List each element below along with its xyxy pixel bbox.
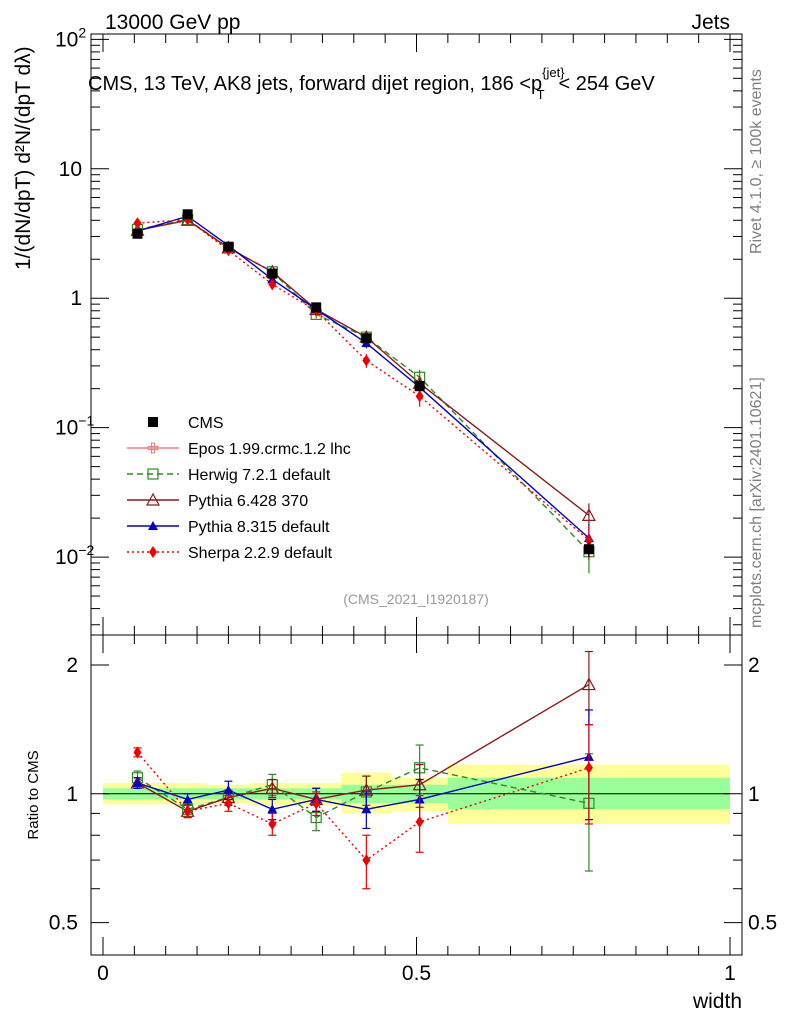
legend-label: Pythia 6.428 370 xyxy=(188,493,308,510)
y-tick-label: 1 xyxy=(66,783,78,806)
reference-point xyxy=(361,333,372,344)
data-point xyxy=(415,390,424,403)
legend-marker xyxy=(149,546,157,558)
y-tick-label: 2 xyxy=(66,654,78,677)
ratio-point xyxy=(182,794,193,804)
y-tick-label: 10−1 xyxy=(55,413,95,440)
ratio-point xyxy=(415,815,424,828)
ratio-series-line xyxy=(137,767,590,819)
ratio-point xyxy=(268,817,277,830)
data-point xyxy=(584,534,593,547)
ratio-point xyxy=(265,781,280,794)
legend-marker xyxy=(148,417,158,427)
plot-title: CMS, 13 TeV, AK8 jets, forward dijet reg… xyxy=(88,65,655,102)
ratio-point xyxy=(267,804,278,814)
legend-marker xyxy=(148,521,158,530)
x-tick-label: 0.5 xyxy=(402,962,431,985)
legend-label: CMS xyxy=(188,415,224,432)
y-tick-label: 0.5 xyxy=(49,912,78,935)
reference-point xyxy=(223,241,234,252)
ratio-y-axis-label: Ratio to CMS xyxy=(25,750,42,839)
ratio-point xyxy=(183,805,192,818)
reference-point xyxy=(414,380,425,391)
mcplots-label: mcplots.cern.ch [arXiv:2401.10621] xyxy=(748,377,765,628)
legend-entry: Pythia 6.428 370 xyxy=(127,492,308,510)
y-tick-label: 1 xyxy=(70,287,82,310)
legend-marker xyxy=(145,492,161,506)
y-tick-label: 0.5 xyxy=(748,912,777,935)
y-tick-label: 2 xyxy=(748,654,760,677)
legend-entry: Epos 1.99.crmc.1.2 lhc xyxy=(127,441,351,458)
legend-label: Herwig 7.2.1 default xyxy=(188,467,331,484)
legend-entry: Pythia 8.315 default xyxy=(127,519,330,536)
reference-point xyxy=(583,544,594,555)
ratio-point xyxy=(362,854,371,867)
reference-point xyxy=(267,268,278,279)
analysis-id: (CMS_2021_I1920187) xyxy=(343,591,489,607)
reference-point xyxy=(132,228,143,239)
main-y-axis: 102 10 1 10−1 10−2 xyxy=(55,24,742,626)
data-point xyxy=(362,354,371,367)
ratio-series-line xyxy=(137,683,590,813)
legend-marker xyxy=(147,442,159,454)
svg-text:1/(dN/dpT) d²N/(dpT dλ): 1/(dN/dpT) d²N/(dpT dλ) xyxy=(12,46,35,270)
legend-label: Sherpa 2.2.9 default xyxy=(188,545,333,562)
ratio-point xyxy=(223,785,234,795)
x-axis-label: width xyxy=(692,990,742,1013)
data-point xyxy=(581,508,596,521)
header-right: Jets xyxy=(691,11,730,34)
reference-point xyxy=(311,302,322,313)
ratio-point xyxy=(312,797,321,810)
ratio-panel: 0.5 0.5 1 1 2 2 Ratio to CMS xyxy=(25,634,777,956)
main-panel: 102 10 1 10−1 10−2 CMS, 13 TeV, AK8 jets, fo… xyxy=(12,24,743,636)
y-tick-label: 10−2 xyxy=(55,542,95,569)
ratio-series-line xyxy=(137,756,590,811)
ratio-point xyxy=(132,777,143,787)
ratio-point xyxy=(224,797,233,810)
x-tick-label: 1 xyxy=(724,962,736,985)
reference-point xyxy=(182,209,193,220)
series-line xyxy=(137,215,590,539)
ratio-point xyxy=(361,804,372,814)
x-tick-label: 0 xyxy=(97,962,109,985)
legend-label: Pythia 8.315 default xyxy=(188,519,330,536)
legend: CMS Epos 1.99.crmc.1.2 lhc Herwig 7.2.1 de… xyxy=(127,415,351,562)
ratio-y-axis: 0.5 0.5 1 1 2 2 xyxy=(49,654,777,935)
main-y-axis-label: 1/(dN/dpT) d²N/(dpT dλ) xyxy=(12,46,35,270)
ratio-point xyxy=(133,746,142,759)
legend-marker xyxy=(147,468,159,480)
y-tick-label: 10 xyxy=(59,158,82,181)
ratio-series-line xyxy=(136,751,590,862)
ratio-point xyxy=(581,677,596,691)
y-tick-label: 1 xyxy=(748,783,760,806)
legend-entry: Sherpa 2.2.9 default xyxy=(127,545,333,562)
data-point xyxy=(133,217,142,230)
legend-entry: Herwig 7.2.1 default xyxy=(127,467,331,484)
series-line xyxy=(137,219,590,516)
y-tick-label: 102 xyxy=(55,24,86,51)
legend-entry: CMS xyxy=(148,415,224,432)
ratio-point xyxy=(584,761,593,774)
legend-label: Epos 1.99.crmc.1.2 lhc xyxy=(188,441,351,458)
series-line xyxy=(137,218,590,553)
rivet-label: Rivet 4.1.0, ≥ 100k events xyxy=(748,69,765,254)
data-point xyxy=(268,278,277,291)
header-left: 13000 GeV pp xyxy=(105,11,240,34)
x-axis: 0 0.5 1 xyxy=(97,34,736,985)
